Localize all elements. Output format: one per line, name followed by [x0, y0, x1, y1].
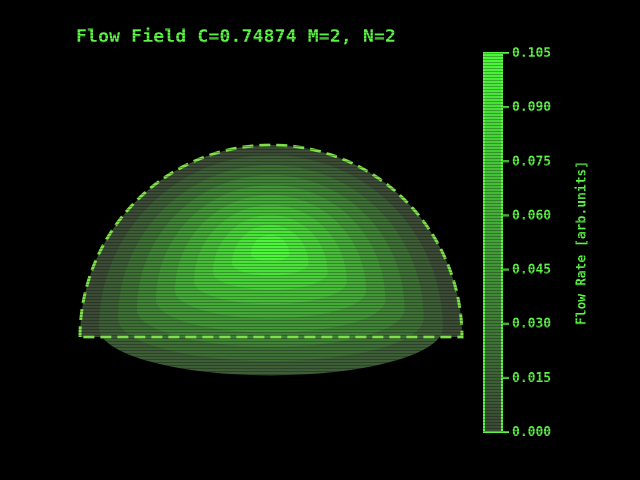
- colorbar-band: [484, 53, 502, 64]
- colorbar-tick-label: 0.045: [512, 263, 551, 278]
- colorbar-band: [484, 403, 502, 414]
- colorbar: [483, 52, 503, 433]
- colorbar-frame: [483, 52, 503, 433]
- colorbar-band: [484, 356, 502, 367]
- colorbar-band: [484, 157, 502, 168]
- colorbar-tick-label: 0.075: [512, 154, 551, 169]
- colorbar-band: [484, 308, 502, 319]
- colorbar-band: [484, 176, 502, 187]
- colorbar-band: [484, 270, 502, 281]
- colorbar-tick-label: 0.030: [512, 317, 551, 332]
- colorbar-band: [484, 280, 502, 291]
- colorbar-band: [484, 413, 502, 424]
- colorbar-band: [484, 214, 502, 225]
- colorbar-band: [484, 109, 502, 120]
- colorbar-tick-label: 0.060: [512, 208, 551, 223]
- colorbar-band: [484, 223, 502, 234]
- colorbar-band: [484, 128, 502, 139]
- colorbar-band: [484, 299, 502, 310]
- colorbar-tick-label: 0.000: [512, 425, 551, 440]
- colorbar-band: [484, 261, 502, 272]
- colorbar-band: [484, 119, 502, 130]
- domain-boundary: [78, 143, 464, 339]
- colorbar-band: [484, 100, 502, 111]
- chart-title: Flow Field C=0.74874 M=2, N=2: [76, 26, 397, 47]
- colorbar-band: [484, 138, 502, 149]
- flow-contour-level: [251, 235, 290, 262]
- colorbar-band: [484, 384, 502, 395]
- colorbar-band: [484, 394, 502, 405]
- colorbar-band: [484, 233, 502, 244]
- colorbar-band: [484, 71, 502, 83]
- colorbar-band: [484, 204, 502, 215]
- colorbar-band: [484, 327, 502, 338]
- colorbar-band: [484, 90, 502, 101]
- colorbar-band: [484, 422, 502, 433]
- colorbar-band: [484, 166, 502, 177]
- colorbar-label: Flow Rate [arb.units]: [574, 160, 590, 326]
- colorbar-band: [484, 365, 502, 376]
- colorbar-band: [484, 346, 502, 357]
- colorbar-band: [484, 375, 502, 386]
- colorbar-band: [484, 337, 502, 348]
- colorbar-tick-label: 0.015: [512, 371, 551, 386]
- colorbar-band: [484, 289, 502, 300]
- colorbar-band: [484, 251, 502, 263]
- colorbar-tick-label: 0.090: [512, 100, 551, 115]
- colorbar-band: [484, 318, 502, 329]
- colorbar-band: [484, 81, 502, 92]
- colorbar-tick-label: 0.105: [512, 46, 551, 61]
- flow-field: [78, 143, 464, 376]
- colorbar-band: [484, 62, 502, 73]
- colorbar-band: [484, 185, 502, 196]
- colorbar-band: [484, 195, 502, 206]
- colorbar-band: [484, 242, 502, 253]
- colorbar-band: [484, 147, 502, 158]
- colorbar-ticks: 0.105 0.090 0.075 0.060 0.045 0.030 0.015 0.000: [502, 46, 551, 440]
